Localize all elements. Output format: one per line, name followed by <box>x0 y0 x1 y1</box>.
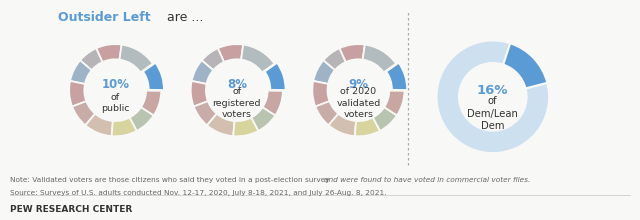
Wedge shape <box>241 45 275 72</box>
Wedge shape <box>218 44 243 62</box>
Wedge shape <box>313 60 335 84</box>
Wedge shape <box>363 45 396 72</box>
Wedge shape <box>252 107 275 131</box>
Text: are ...: are ... <box>163 11 204 24</box>
Wedge shape <box>262 91 283 116</box>
Wedge shape <box>96 44 122 62</box>
Wedge shape <box>355 117 380 136</box>
Wedge shape <box>143 63 164 90</box>
Text: 16%: 16% <box>477 84 509 97</box>
Text: 9%: 9% <box>348 78 369 91</box>
Wedge shape <box>233 117 259 136</box>
Wedge shape <box>503 43 547 88</box>
Wedge shape <box>202 48 224 70</box>
Text: of
public: of public <box>101 93 129 113</box>
Text: Note: Validated voters are those citizens who said they voted in a post-election: Note: Validated voters are those citizen… <box>10 177 332 183</box>
Wedge shape <box>72 101 95 125</box>
Wedge shape <box>191 81 208 106</box>
Wedge shape <box>312 81 330 106</box>
Text: Source: Surveys of U.S. adults conducted Nov. 12-17, 2020, July 8-18, 2021, and : Source: Surveys of U.S. adults conducted… <box>10 190 386 196</box>
Wedge shape <box>323 48 346 70</box>
Wedge shape <box>85 114 113 136</box>
Wedge shape <box>265 63 285 90</box>
Text: 10%: 10% <box>101 78 129 91</box>
Wedge shape <box>328 114 356 136</box>
Wedge shape <box>436 40 549 153</box>
Text: and were found to have voted in commercial voter files.: and were found to have voted in commerci… <box>324 177 530 183</box>
Text: of
Dem/Lean
Dem: of Dem/Lean Dem <box>467 96 518 132</box>
Wedge shape <box>316 101 339 125</box>
Wedge shape <box>130 107 154 131</box>
Text: 8%: 8% <box>227 78 247 91</box>
Wedge shape <box>141 91 161 116</box>
Wedge shape <box>194 101 217 125</box>
Wedge shape <box>120 45 153 72</box>
Text: of 2020
validated
voters: of 2020 validated voters <box>336 87 381 119</box>
Wedge shape <box>70 60 92 84</box>
Text: Outsider Left: Outsider Left <box>58 11 150 24</box>
Wedge shape <box>339 44 365 62</box>
Wedge shape <box>111 117 137 136</box>
Wedge shape <box>387 63 407 90</box>
Wedge shape <box>384 91 404 116</box>
Wedge shape <box>373 107 397 131</box>
Wedge shape <box>69 81 86 106</box>
Wedge shape <box>191 60 213 84</box>
Text: PEW RESEARCH CENTER: PEW RESEARCH CENTER <box>10 205 132 214</box>
Wedge shape <box>80 48 102 70</box>
Wedge shape <box>207 114 234 136</box>
Text: of
registered
voters: of registered voters <box>212 87 261 119</box>
